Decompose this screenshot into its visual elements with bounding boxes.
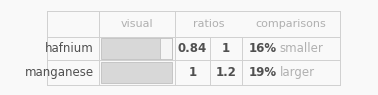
Bar	[101, 38, 161, 59]
Text: 16%: 16%	[248, 42, 276, 55]
Bar	[160, 38, 172, 59]
Text: 1: 1	[188, 66, 196, 79]
Text: smaller: smaller	[279, 42, 323, 55]
Text: 1: 1	[222, 42, 230, 55]
Bar	[101, 62, 172, 83]
Text: hafnium: hafnium	[45, 42, 94, 55]
Text: 1.2: 1.2	[215, 66, 236, 79]
Text: 0.84: 0.84	[178, 42, 207, 55]
Text: larger: larger	[279, 66, 314, 79]
Text: manganese: manganese	[25, 66, 94, 79]
Text: visual: visual	[120, 19, 153, 29]
Text: comparisons: comparisons	[256, 19, 327, 29]
Text: ratios: ratios	[193, 19, 224, 29]
Text: 19%: 19%	[248, 66, 276, 79]
